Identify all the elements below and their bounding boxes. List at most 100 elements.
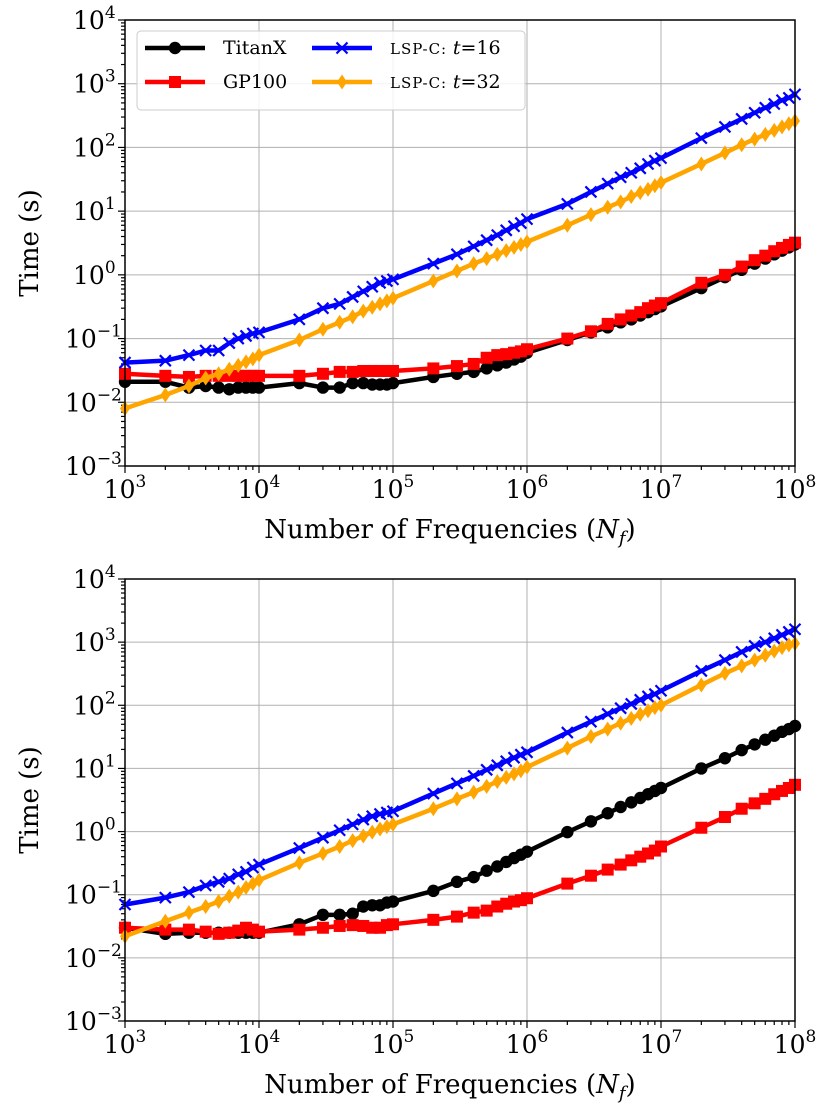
data-point-lsp32 — [522, 759, 532, 775]
y-tick-label: 10−2 — [65, 385, 122, 417]
data-point-gp100 — [212, 927, 225, 940]
data-point-lsp16 — [480, 763, 493, 777]
data-point-lsp32 — [183, 378, 194, 394]
data-point-lsp16 — [293, 313, 306, 326]
data-point-gp100 — [718, 811, 731, 824]
data-point-titanx — [695, 762, 708, 775]
data-point-lsp16 — [346, 290, 359, 304]
data-point-lsp16 — [346, 818, 359, 831]
data-point-lsp32 — [749, 652, 760, 668]
y-tick-label-exp: 4 — [105, 3, 116, 23]
data-point-lsp32 — [451, 791, 462, 807]
data-point-lsp32 — [481, 778, 492, 794]
data-point-lsp16 — [356, 813, 370, 826]
data-point-lsp32 — [200, 370, 211, 386]
data-point-lsp16 — [467, 240, 480, 253]
data-point-gp100 — [748, 254, 761, 267]
data-point-titanx — [346, 376, 359, 390]
data-point-titanx — [614, 800, 627, 814]
series-line-lsp16 — [122, 92, 798, 365]
x-tick-label: 106 — [506, 1027, 549, 1059]
data-point-lsp32 — [696, 156, 707, 172]
y-tick-label: 104 — [73, 3, 116, 35]
data-point-lsp16 — [514, 216, 528, 230]
data-point-gp100 — [521, 343, 533, 356]
legend-label-var: t — [453, 71, 461, 93]
x-tick-label: 108 — [774, 1027, 817, 1059]
data-point-lsp32 — [375, 821, 386, 837]
data-point-lsp16 — [480, 233, 493, 247]
data-point-lsp16 — [520, 746, 534, 759]
data-point-gp100 — [561, 877, 574, 890]
data-point-lsp16 — [333, 823, 346, 837]
data-point-lsp16 — [584, 185, 598, 199]
x-tick-label-exp: 6 — [537, 472, 548, 492]
data-point-lsp16 — [222, 872, 236, 885]
data-point-lsp32 — [294, 855, 305, 871]
x-tick-label-exp: 7 — [671, 1027, 682, 1047]
legend-label-lsp32: LSP-C: t=32 — [390, 71, 501, 93]
y-tick-label: 10−1 — [65, 878, 122, 910]
plot-frame — [124, 578, 796, 1022]
data-point-gp100 — [521, 892, 533, 905]
data-point-gp100 — [601, 863, 614, 876]
x-tick-label-base: 10 — [238, 475, 270, 504]
data-point-lsp32 — [562, 217, 573, 233]
data-point-lsp32 — [760, 126, 771, 142]
data-point-lsp32 — [451, 263, 462, 279]
plot-frame — [124, 19, 796, 467]
data-point-lsp16 — [231, 868, 245, 881]
data-point-lsp16 — [735, 112, 748, 126]
x-tick-label-exp: 6 — [537, 1027, 548, 1047]
data-point-lsp32 — [233, 357, 244, 373]
data-point-lsp16 — [614, 701, 627, 715]
data-point-lsp32 — [367, 824, 378, 840]
data-point-lsp32 — [626, 188, 637, 204]
data-point-lsp32 — [501, 243, 512, 259]
data-point-lsp32 — [334, 839, 345, 855]
data-point-gp100 — [387, 918, 399, 931]
data-point-lsp16 — [386, 804, 400, 818]
y-tick-label-exp: 3 — [105, 625, 116, 645]
data-point-gp100 — [614, 313, 627, 326]
legend-label-titanx: TitanX — [223, 37, 287, 59]
data-point-lsp32 — [719, 665, 730, 681]
data-point-titanx — [735, 743, 748, 757]
data-point-titanx — [450, 875, 464, 889]
y-tick-label: 104 — [73, 562, 116, 594]
legend-box — [136, 30, 526, 111]
data-point-titanx — [601, 807, 614, 820]
y-tick-label: 103 — [73, 67, 116, 99]
x-tick-label: 107 — [640, 1027, 683, 1059]
data-point-lsp32 — [224, 361, 235, 377]
data-point-titanx — [386, 376, 400, 390]
data-point-lsp16 — [624, 166, 638, 180]
data-point-lsp16 — [633, 162, 647, 175]
x-tick-label: 103 — [104, 1027, 147, 1059]
y-axis-label: Time (s) — [15, 189, 45, 297]
y-tick-label-exp: 1 — [105, 751, 116, 771]
data-point-lsp32 — [183, 905, 194, 921]
data-point-lsp32 — [585, 729, 596, 745]
data-point-lsp32 — [602, 721, 613, 737]
y-tick-label-exp: −1 — [97, 878, 122, 898]
data-point-lsp32 — [635, 185, 646, 201]
y-tick-label: 101 — [73, 751, 116, 783]
data-point-lsp16 — [293, 841, 306, 855]
y-tick-label-base: 10 — [73, 70, 105, 99]
data-point-gp100 — [450, 910, 463, 923]
data-point-lsp16 — [695, 664, 708, 678]
data-point-lsp16 — [499, 754, 513, 768]
y-tick-label-base: 10 — [73, 565, 105, 594]
data-point-lsp32 — [468, 784, 479, 800]
y-tick-label-base: 10 — [73, 818, 105, 847]
data-point-gp100 — [293, 923, 306, 936]
data-point-lsp16 — [316, 301, 330, 315]
data-point-gp100 — [199, 925, 212, 938]
data-point-titanx — [561, 825, 574, 839]
data-point-lsp32 — [358, 303, 369, 319]
data-point-lsp16 — [561, 726, 574, 739]
data-point-titanx — [333, 381, 346, 394]
